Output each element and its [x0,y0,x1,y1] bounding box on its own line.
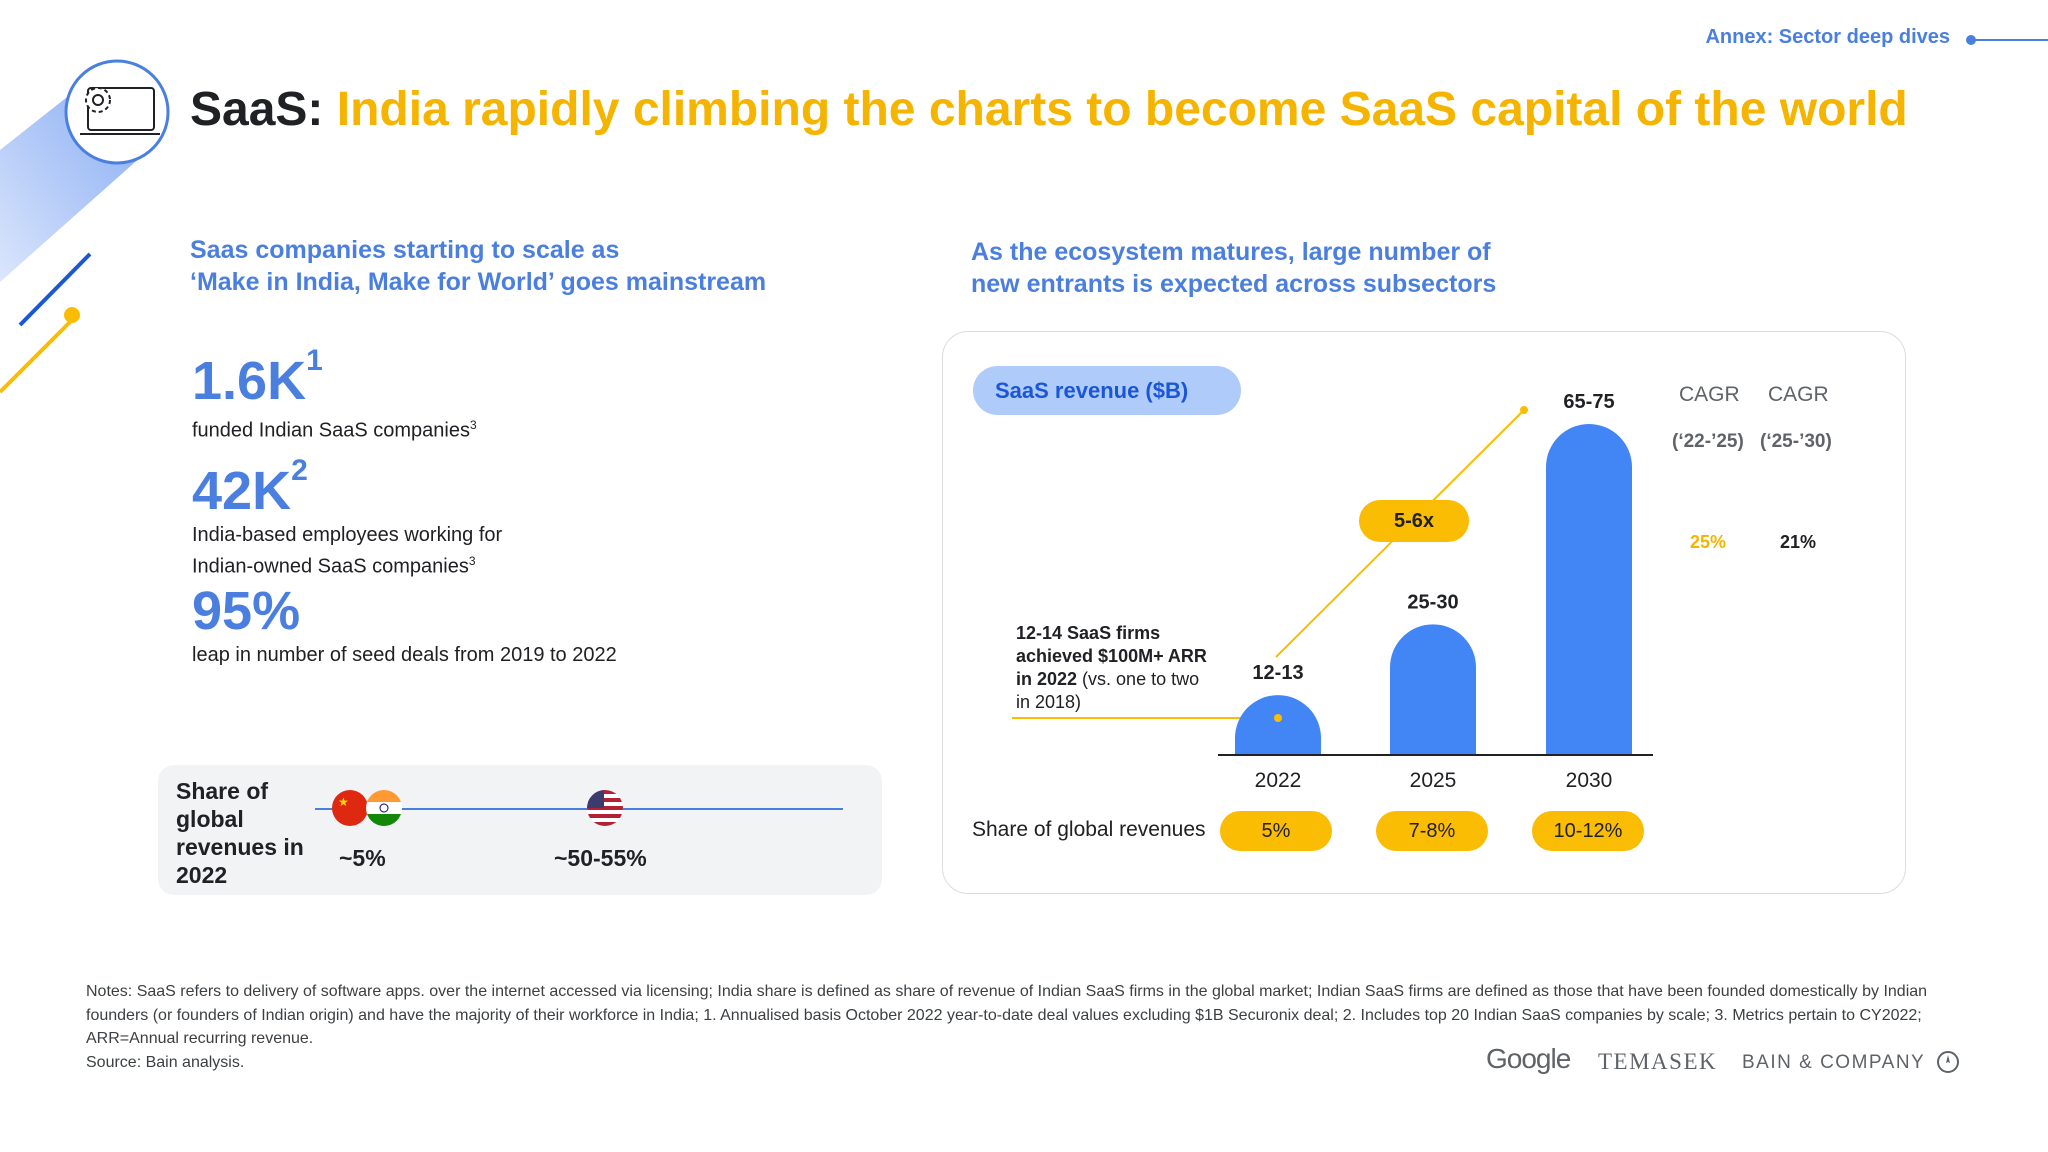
annotation-arr: 12-14 SaaS firms achieved $100M+ ARR in … [1016,623,1207,712]
cagr-header-2: CAGR [1768,383,1829,406]
stat-block-2: 42K2 India-based employees working for I… [192,454,503,580]
stat-value: 42K2 [192,454,308,521]
temasek-logo: TEMASEK [1598,1049,1718,1074]
share-label: Share of global revenues in 2022 [176,778,304,888]
stat-desc: India-based employees working for Indian… [192,524,503,578]
chart-panel [942,331,1906,894]
annex-label: Annex: Sector deep dives [1705,26,1950,48]
share-scale-line [315,808,843,810]
bar-value-label: 25-30 [1407,591,1458,613]
source-text: Source: Bain analysis. [86,1053,245,1071]
bar-value-label: 12-13 [1252,662,1303,684]
bar-2025 [1390,624,1476,754]
us-share: ~50-55% [554,845,647,871]
stat-desc: funded Indian SaaS companies3 [192,418,477,442]
stat-value: 95% [192,581,301,641]
page-title: SaaS: India rapidly climbing the charts … [190,82,1908,137]
share-pill-2025: 7-8% [1376,811,1488,851]
title-rest: India rapidly climbing the charts to bec… [336,83,1908,136]
bain-compass-icon [1937,1051,1959,1073]
stat-block-3: 95% leap in number of seed deals from 20… [192,580,617,668]
annotation-dot [1274,714,1282,722]
stat-block-1: 1.6K1 funded Indian SaaS companies3 [192,344,477,444]
share-of-global-revenues-box [158,765,882,895]
bar-2030 [1546,424,1632,754]
growth-line-end [1520,406,1528,414]
stat-value: 1.6K1 [192,344,323,411]
cagr-period-1: (‘22-’25) [1672,431,1744,452]
growth-multiplier-badge: 5-6x [1359,500,1469,542]
laptop-gear-icon [80,87,160,135]
title-lead: SaaS: [190,83,324,136]
annex-divider [1968,39,2048,41]
footnotes: Notes: SaaS refers to delivery of softwa… [86,980,1931,1074]
corner-decoration [0,59,170,394]
notes-text: Notes: SaaS refers to delivery of softwa… [86,983,1928,1047]
x-tick-label: 2025 [1410,769,1457,792]
x-tick-label: 2022 [1255,769,1302,792]
cagr-period-2: (‘25-’30) [1760,431,1832,452]
google-logo: Google [1486,1043,1571,1074]
cagr-header-1: CAGR [1679,383,1740,406]
x-tick-label: 2030 [1566,769,1613,792]
bain-logo: BAIN & COMPANY [1742,1052,1926,1073]
svg-text:★: ★ [338,795,349,809]
chart-title-pill: SaaS revenue ($B) [973,366,1241,415]
india-flag-icon [366,790,402,826]
bar-value-label: 65-75 [1563,391,1614,413]
right-subtitle: As the ecosystem matures, large number o… [971,238,1497,298]
left-subtitle: Saas companies starting to scale as ‘Mak… [190,236,767,296]
share-pill-2022: 5% [1220,811,1332,851]
stat-desc: leap in number of seed deals from 2019 t… [192,644,617,666]
share-row-label: Share of global revenues [972,818,1206,841]
bar-2022 [1235,695,1321,754]
share-pill-2030: 10-12% [1532,811,1644,851]
china-flag-icon: ★ [332,790,368,826]
china-india-share: ~5% [339,845,386,871]
annex-dot [1966,35,1976,45]
us-flag-icon [587,790,623,826]
cagr-value-1: 25% [1690,532,1727,552]
cagr-value-2: 21% [1780,532,1817,552]
